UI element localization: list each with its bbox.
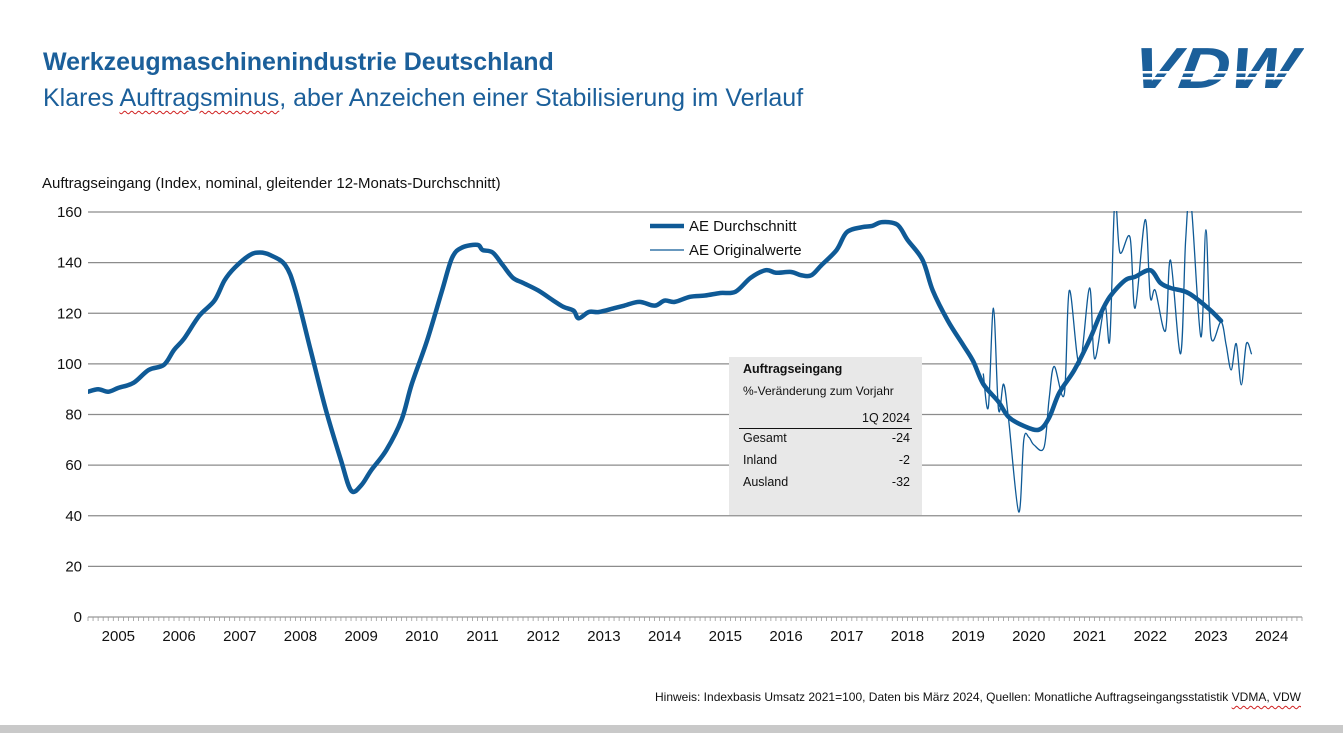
subtitle-post: , aber Anzeichen einer Stabilisierung im… [279, 84, 804, 112]
x-tick-label: 2019 [951, 628, 984, 645]
y-tick-label: 120 [57, 305, 82, 322]
y-tick-label: 60 [65, 457, 82, 474]
bottom-bar [0, 725, 1343, 733]
x-tick-label: 2009 [344, 628, 377, 645]
y-tick-label: 100 [57, 356, 82, 373]
row-value: -32 [891, 475, 910, 489]
table-subtitle: %-Veränderung zum Vorjahr [743, 384, 894, 398]
y-tick-label: 80 [65, 407, 82, 424]
table-rule [739, 428, 912, 429]
table-column-header: 1Q 2024 [862, 411, 910, 425]
x-tick-label: 2024 [1255, 628, 1288, 645]
x-tick-label: 2011 [466, 628, 498, 645]
table-row: Ausland -32 [743, 475, 910, 489]
y-tick-label: 0 [74, 609, 82, 626]
table-title: Auftragseingang [743, 362, 843, 376]
y-tick-label: 140 [57, 255, 82, 272]
y-tick-label: 40 [65, 508, 82, 525]
legend-label-original: AE Originalwerte [689, 242, 802, 259]
subtitle-squiggle-word: Auftragsminus [119, 84, 280, 112]
x-tick-label: 2012 [527, 628, 560, 645]
footnote-sources: VDMA, VDW [1231, 690, 1301, 704]
row-value: -24 [891, 431, 910, 445]
x-tick-label: 2015 [709, 628, 742, 645]
page-title: Werkzeugmaschinenindustrie Deutschland [43, 48, 554, 76]
vdw-logo: VDW [1136, 44, 1304, 92]
row-label: Inland [743, 453, 778, 467]
table-row: Gesamt -24 [743, 431, 910, 445]
y-tick-label: 20 [65, 558, 82, 575]
x-tick-label: 2017 [830, 628, 863, 645]
y-axis-label: Auftragseingang (Index, nominal, gleiten… [42, 175, 501, 192]
series-line-average [88, 219, 1224, 495]
x-tick-label: 2018 [891, 628, 924, 645]
legend: AE Durchschnitt AE Originalwerte [650, 218, 802, 259]
row-label: Ausland [743, 475, 789, 489]
row-label: Gesamt [743, 431, 787, 445]
row-value: -2 [898, 453, 910, 467]
x-tick-label: 2014 [648, 628, 681, 645]
x-tick-label: 2020 [1012, 628, 1045, 645]
x-tick-label: 2005 [102, 628, 135, 645]
x-tick-label: 2006 [162, 628, 195, 645]
orders-table: Auftragseingang %-Veränderung zum Vorjah… [729, 357, 922, 515]
x-tick-label: 2023 [1194, 628, 1227, 645]
subtitle-pre: Klares [43, 84, 120, 112]
svg-text:VDW: VDW [1136, 44, 1304, 92]
footnote-text: Hinweis: Indexbasis Umsatz 2021=100, Dat… [655, 690, 1232, 704]
x-tick-label: 2016 [769, 628, 802, 645]
x-tick-label: 2021 [1073, 628, 1106, 645]
x-tick-label: 2013 [587, 628, 620, 645]
page-subtitle: Klares Auftragsminus, aber Anzeichen ein… [43, 84, 803, 113]
series-line-original [982, 211, 1253, 513]
x-tick-label: 2007 [223, 628, 256, 645]
x-tick-label: 2008 [284, 628, 317, 645]
y-tick-label: 160 [57, 204, 82, 221]
x-tick-label: 2022 [1134, 628, 1167, 645]
legend-label-average: AE Durchschnitt [689, 218, 797, 235]
x-tick-label: 2010 [405, 628, 438, 645]
footnote: Hinweis: Indexbasis Umsatz 2021=100, Dat… [655, 690, 1301, 704]
table-row: Inland -2 [743, 453, 910, 467]
